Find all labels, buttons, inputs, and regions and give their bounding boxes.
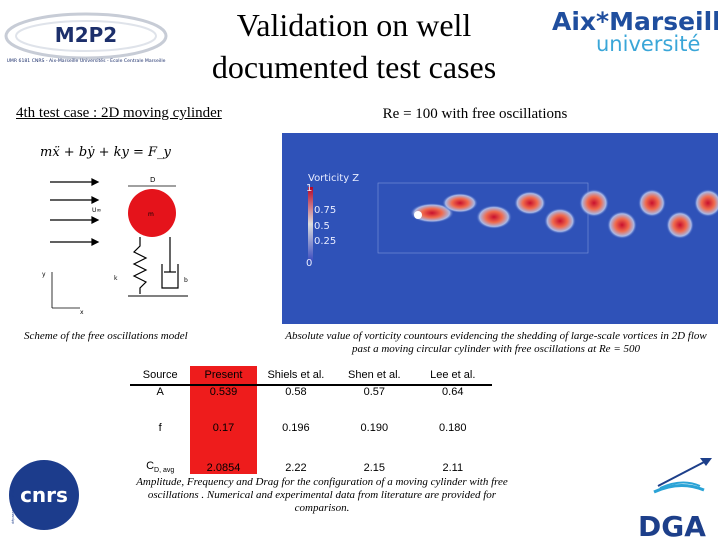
scheme-caption: Scheme of the free oscillations model [24,330,188,342]
scheme-label-d: D [150,176,155,184]
amu-logo-line1: Aix*Marseille [552,7,718,36]
table-cell: 0.539 [190,385,257,408]
scheme-label-y: y [42,271,46,278]
table-cell: 0.190 [360,422,389,434]
damper [161,264,179,289]
table-cell: 2.22 [285,462,307,474]
cnrs-logo-text: cnrs [20,483,68,507]
vorticity-caption: Absolute value of vorticity countours ev… [285,330,707,355]
m2p2-logo-subtext: UMR 6181 CNRS - Aix-Marseille Université… [7,57,166,64]
oscillation-scheme: mẍ + bẏ + ky = F_y U∞ D m k b y x [30,138,230,318]
table-cell: 0.64 [442,386,464,398]
row-label-sub: D, avg [154,467,175,474]
scheme-label-b: b [184,277,188,284]
m2p2-logo: M2P2 UMR 6181 CNRS - Aix-Marseille Unive… [2,6,170,72]
spring [132,237,148,294]
table-row: A 0.539 0.58 0.57 0.64 [130,385,492,408]
zoom-frame [377,182,589,254]
table-header: Shiels et al. [256,366,336,386]
colorbar-tick: 0.75 [314,205,336,216]
scheme-label-x: x [80,309,84,316]
table-header: Present [190,366,257,386]
cylinder-mass [128,189,176,237]
table-row: f 0.17 0.196 0.190 0.180 [130,408,492,448]
dga-logo-text: DGA [638,510,706,538]
table-cell: 0.17 [190,408,257,448]
m2p2-logo-text: M2P2 [55,23,117,47]
scheme-label-k: k [114,275,118,282]
table-cell: 0.180 [439,422,467,434]
table-caption: Amplitude, Frequency and Drag for the co… [136,476,508,514]
table-cell: 0.196 [282,422,310,434]
scheme-label-m: m [148,211,154,218]
colorbar-ticks: 1 0.75 0.5 0.25 0 [306,183,336,269]
row-label: f [158,422,162,434]
cylinder-marker [414,211,422,219]
colorbar-tick: 0.5 [314,221,330,232]
table-header: Lee et al. [413,366,492,386]
vortex-street [410,189,718,239]
flow-arrows [50,178,100,246]
vorticity-label: Vorticity Z [308,173,359,184]
table-cell: 2.11 [442,462,464,474]
scheme-equation: mẍ + bẏ + ky = F_y [40,145,172,160]
row-label: A [156,386,164,398]
amu-logo: Aix*Marseille université [548,4,720,56]
table-header: Shen et al. [335,366,414,386]
subtitle-reynolds: Re = 100 with free oscillations [382,106,568,122]
table-row: CD, avg 2.0854 2.22 2.15 2.11 [130,448,492,474]
row-label: CD, avg [130,448,190,474]
colorbar [308,187,313,261]
colorbar-tick: 1 [306,183,312,194]
table-cell: 0.58 [285,386,307,398]
dga-logo: DGA [628,452,718,543]
table-cell: 2.15 [363,462,386,474]
comparison-table: Source Present Shiels et al. Shen et al.… [130,366,492,474]
slide-title: Validation on well documented test cases [211,7,497,85]
table-cell: 2.0854 [190,448,257,474]
vorticity-image: Vorticity Z 1 0.75 0.5 0.25 0 [282,133,718,324]
colorbar-tick: 0.25 [314,236,336,247]
amu-logo-line2: université [596,32,700,54]
subtitle-test-case: 4th test case : 2D moving cylinder [16,105,222,121]
cnrs-logo-vertical: dépasser les frontières [11,484,15,524]
scheme-label-u: U∞ [92,207,101,214]
table-cell: 0.57 [363,386,386,398]
row-label-main: C [146,459,155,472]
table-header: Source [130,366,191,386]
cnrs-logo: cnrs dépasser les frontières [4,452,82,538]
colorbar-tick: 0 [306,258,312,269]
table-header-row: Source Present Shiels et al. Shen et al.… [130,366,492,386]
